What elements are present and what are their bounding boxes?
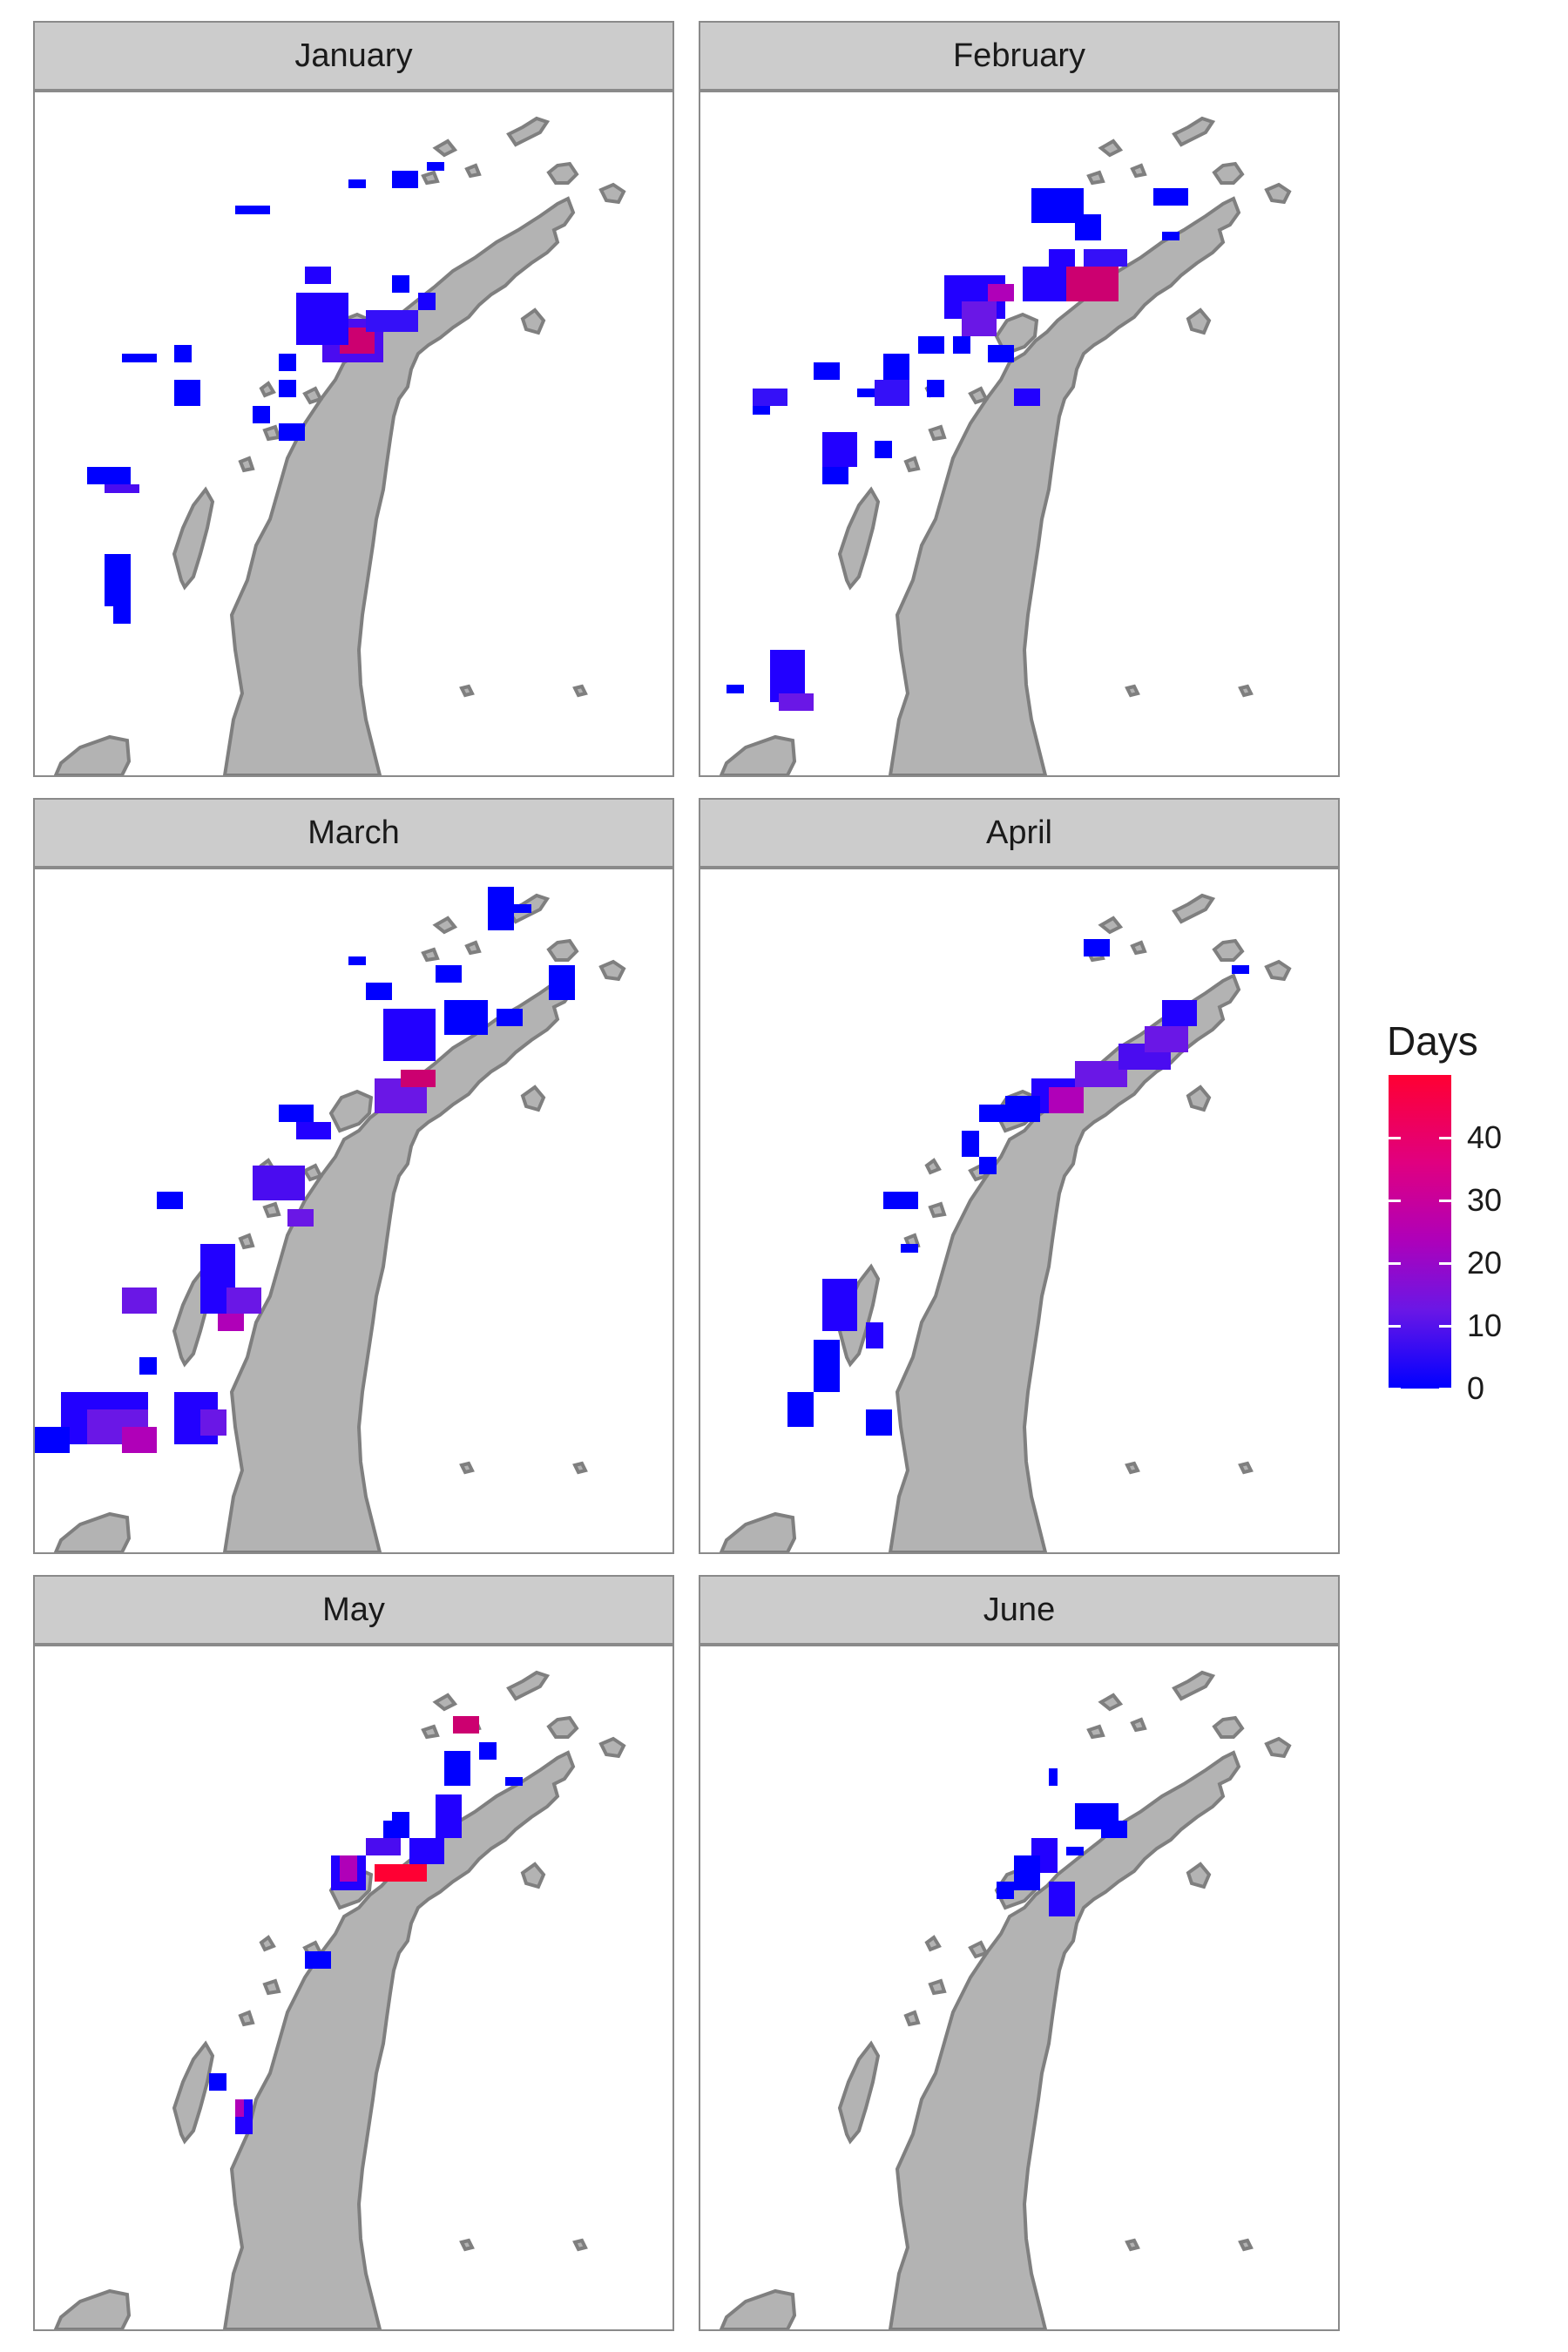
facet-april: April xyxy=(699,798,1340,1554)
map-february xyxy=(699,91,1340,777)
map-march xyxy=(33,868,674,1554)
legend-tick-mark xyxy=(1439,1137,1451,1139)
facet-strip-label: April xyxy=(699,798,1340,868)
legend-title: Days xyxy=(1387,1017,1478,1064)
legend-tick-mark xyxy=(1439,1388,1451,1390)
legend-tick-mark xyxy=(1389,1200,1401,1202)
facet-strip-label: February xyxy=(699,21,1340,91)
facet-strip-label: March xyxy=(33,798,674,868)
legend-tick-label: 40 xyxy=(1467,1122,1502,1153)
facet-may: May xyxy=(33,1575,674,2331)
facet-june: June xyxy=(699,1575,1340,2331)
legend-tick-mark xyxy=(1389,1325,1401,1328)
map-april xyxy=(699,868,1340,1554)
legend-tick-label: 30 xyxy=(1467,1185,1502,1216)
legend-tick-mark xyxy=(1389,1388,1401,1390)
map-may xyxy=(33,1645,674,2331)
legend-tick-label: 10 xyxy=(1467,1310,1502,1342)
facet-strip-label: June xyxy=(699,1575,1340,1645)
facet-strip-label: January xyxy=(33,21,674,91)
legend-tick-mark xyxy=(1389,1137,1401,1139)
legend-tick-mark xyxy=(1439,1325,1451,1328)
facet-strip-label: May xyxy=(33,1575,674,1645)
facet-february: February xyxy=(699,21,1340,777)
facet-march: March xyxy=(33,798,674,1554)
map-january xyxy=(33,91,674,777)
legend-colorbar xyxy=(1389,1075,1451,1389)
legend-tick-mark xyxy=(1389,1262,1401,1265)
legend-tick-mark xyxy=(1439,1262,1451,1265)
legend-tick-label: 0 xyxy=(1467,1373,1484,1404)
map-june xyxy=(699,1645,1340,2331)
legend-tick-label: 20 xyxy=(1467,1247,1502,1279)
facet-january: January xyxy=(33,21,674,777)
color-legend: Days 40 30 20 10 0 xyxy=(1383,1017,1558,1418)
legend-tick-mark xyxy=(1439,1200,1451,1202)
